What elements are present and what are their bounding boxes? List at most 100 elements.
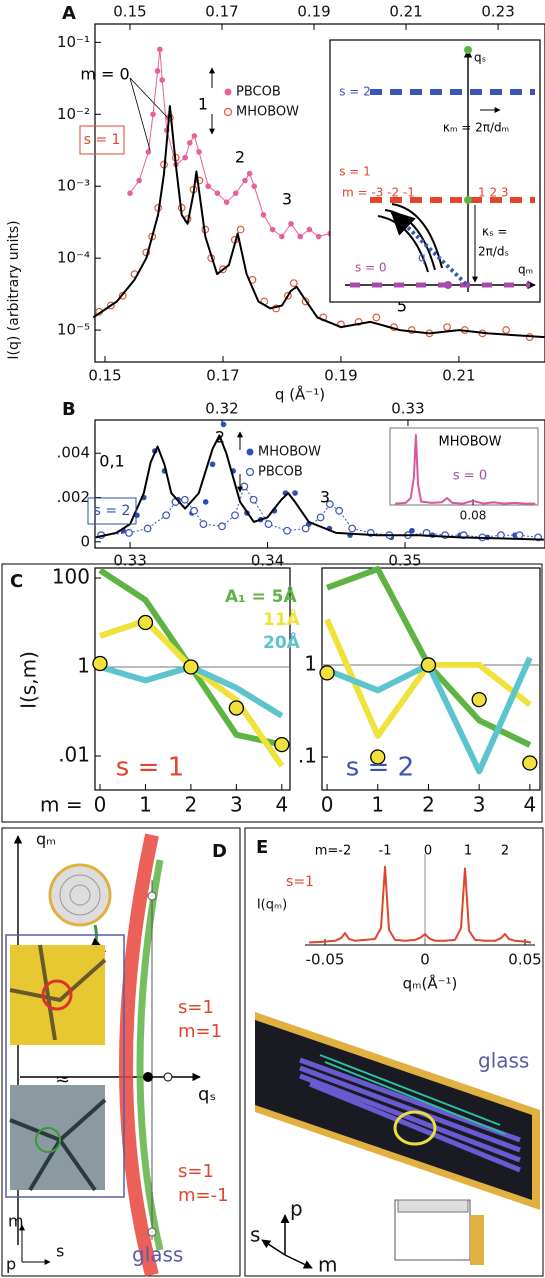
- legend-label: MHOBOW: [258, 445, 321, 460]
- x2-tick-label: 0.15: [113, 3, 146, 21]
- reciprocal-point: [464, 196, 472, 204]
- annotation: 2: [501, 844, 509, 859]
- data-point: [283, 526, 291, 535]
- x-tick-label: 2: [185, 793, 198, 817]
- inset-label: s = 0: [355, 261, 387, 275]
- data-point: [136, 177, 142, 184]
- x-tick-label: 0: [94, 793, 107, 817]
- panel-d-drawing: [5, 833, 201, 1277]
- data-point: [223, 199, 230, 205]
- data-point: [231, 511, 239, 520]
- panel-label: B: [62, 399, 76, 420]
- comb-device: [397, 1199, 469, 1213]
- point: [147, 891, 157, 901]
- x2-tick-label: 0.33: [391, 400, 424, 418]
- panel-label: D: [212, 841, 227, 862]
- annotation: s = 2: [94, 503, 131, 519]
- x-tick-label: 0: [420, 951, 430, 969]
- disk: [59, 874, 101, 916]
- y-tick-label: 10⁻²: [57, 105, 90, 123]
- plot-frame: [94, 567, 291, 791]
- point: [147, 1227, 157, 1237]
- panel-e-frame: [244, 827, 544, 1277]
- x2-tick-label: 0.19: [297, 3, 330, 21]
- data-point: [143, 524, 152, 533]
- x2-tick-label: 0.21: [389, 3, 422, 21]
- y-tick-label: 10⁻³: [57, 177, 90, 195]
- data-point: [372, 313, 381, 322]
- data-point: [325, 500, 334, 509]
- legend-label: MHOBOW: [236, 105, 299, 120]
- x-axis-title: m =: [40, 793, 83, 817]
- x-tick-label: 0: [321, 793, 334, 817]
- plot-frame: [389, 427, 539, 506]
- annotation: m=1: [178, 1021, 222, 1042]
- disk: [48, 863, 112, 927]
- domain-stripes: [319, 1054, 506, 1135]
- data-point: [274, 736, 290, 753]
- data-point: [335, 506, 344, 515]
- x-axis-title: qₘ(Å⁻¹): [403, 974, 458, 993]
- data-point: [251, 183, 258, 190]
- reciprocal-point: [444, 281, 452, 289]
- inset-label: q: [418, 251, 426, 265]
- data-point: [471, 691, 487, 708]
- data-point: [522, 755, 538, 771]
- q-vector: [390, 210, 468, 286]
- annotation: 2: [215, 428, 225, 447]
- label-box: [87, 497, 137, 525]
- axis-arrow: [261, 1239, 286, 1256]
- annotation: s = 1: [84, 132, 121, 148]
- data-point: [515, 531, 524, 540]
- series-line: [129, 48, 331, 237]
- data-point: [209, 461, 216, 468]
- data-point: [157, 46, 163, 53]
- annotation: m = 0: [80, 65, 129, 84]
- axis-label: s: [56, 1242, 64, 1261]
- x-tick-label: 1: [139, 793, 152, 817]
- series-line: [92, 105, 545, 339]
- inset-label: 2π/dₛ: [478, 245, 509, 259]
- x-tick-label: 2: [422, 793, 435, 817]
- y-axis-title: I(q) (arbitrary units): [6, 220, 22, 359]
- annotation: s = 2: [346, 753, 414, 783]
- annotation: s=1: [286, 874, 314, 890]
- pointer-line: [129, 77, 151, 151]
- x-tick-label: 1: [371, 793, 384, 817]
- annotation: 0: [424, 844, 432, 859]
- x2-tick-label: 0.23: [481, 3, 514, 21]
- data-point: [301, 524, 310, 533]
- x-tick-label: 0.17: [206, 367, 239, 385]
- inset-label: qₘ: [518, 263, 533, 277]
- x-tick-label: 0.19: [324, 367, 357, 385]
- annotation: 3: [320, 488, 330, 507]
- y-axis-title: I(s,m): [17, 651, 41, 709]
- x-tick-label: 4: [275, 793, 288, 817]
- data-point: [420, 657, 437, 673]
- annotation: 3: [282, 190, 292, 209]
- data-point: [220, 421, 227, 428]
- data-point: [145, 149, 152, 155]
- data-point: [127, 190, 133, 196]
- highlight: [393, 1110, 437, 1146]
- glass-frame: [5, 934, 125, 1198]
- scattering-arc: [136, 859, 164, 1251]
- data-point: [289, 279, 298, 287]
- inset-label: m = -3 -2 -1: [342, 186, 415, 200]
- data-point: [288, 221, 294, 227]
- inset-diagram: s = 2 qₛ κₘ = 2π/dₘ s = 1 m = -3 -2 -1 1 2 3 κ…: [329, 39, 541, 303]
- annotation: glass: [132, 1243, 183, 1267]
- data-point: [191, 133, 198, 139]
- plot-frame: [321, 567, 541, 791]
- data-point: [162, 511, 171, 520]
- data-point: [180, 495, 189, 504]
- y-tick-label: 10⁻¹: [57, 33, 90, 51]
- data-point: [264, 520, 273, 528]
- data-point: [279, 233, 285, 240]
- data-point: [316, 513, 325, 522]
- y-tick-label: .01: [58, 742, 90, 766]
- y-tick-label: 1: [304, 651, 317, 675]
- axis-label: m: [318, 1253, 337, 1277]
- data-point: [182, 154, 188, 161]
- annotation: 0,1: [99, 452, 124, 471]
